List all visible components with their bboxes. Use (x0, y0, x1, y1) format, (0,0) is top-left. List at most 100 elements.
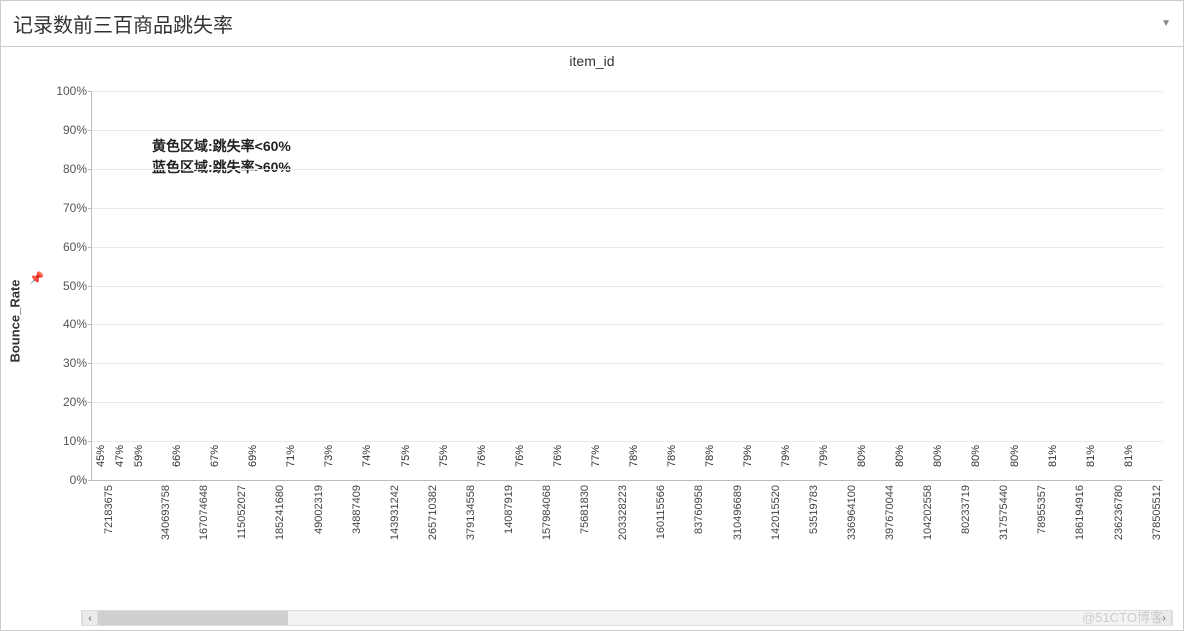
bar-value-label: 80% (894, 445, 906, 467)
bar-value-label: 67% (209, 445, 221, 467)
xtick: 265710382 (419, 481, 435, 571)
xtick (400, 481, 416, 571)
xtick (209, 481, 225, 571)
xtick: 142015520 (762, 481, 778, 571)
bar-value-label: 77% (590, 445, 602, 467)
xtick (133, 481, 149, 571)
plot-area: 45%47%59%66%67%69%71%73%74%75%75%76%76%7… (91, 91, 1163, 481)
grid-line (92, 363, 1163, 364)
xtick: 75681830 (571, 481, 587, 571)
grid-line (92, 169, 1163, 170)
scroll-track[interactable] (98, 611, 1156, 625)
xtick (1124, 481, 1140, 571)
xtick (362, 481, 378, 571)
xtick (1009, 481, 1025, 571)
xtick (781, 481, 797, 571)
ytick-mark (88, 324, 92, 325)
ytick-label: 70% (47, 201, 87, 215)
ytick-mark (88, 91, 92, 92)
x-axis-title: item_id (1, 47, 1183, 71)
bar-value-label: 74% (361, 445, 373, 467)
bar-value-label: 80% (1009, 445, 1021, 467)
bar-value-label: 59% (133, 445, 145, 467)
ytick-mark (88, 247, 92, 248)
xtick: 157984068 (533, 481, 549, 571)
xtick: 160115566 (647, 481, 663, 571)
xtick: 203328223 (609, 481, 625, 571)
xtick-label: 378505512 (1151, 485, 1163, 540)
bar-value-label: 78% (666, 445, 678, 467)
grid-line (92, 130, 1163, 131)
xtick: 186194916 (1066, 481, 1082, 571)
bar-value-label: 80% (856, 445, 868, 467)
xtick (285, 481, 301, 571)
bar-value-label: 47% (114, 445, 126, 467)
xtick: 336964100 (838, 481, 854, 571)
bar-value-label: 69% (247, 445, 259, 467)
xtick: 167074648 (190, 481, 206, 571)
xtick: 34887409 (343, 481, 359, 571)
ytick-label: 40% (47, 317, 87, 331)
horizontal-scrollbar[interactable]: ‹ › (81, 610, 1173, 626)
annotation-line-1: 黄色区域:跳失率<60% (152, 136, 291, 157)
x-axis: 7218367534069375816707464811505202718524… (91, 481, 1163, 571)
xtick: 83760958 (685, 481, 701, 571)
grid-line (92, 441, 1163, 442)
ytick-label: 30% (47, 356, 87, 370)
xtick: 49002319 (305, 481, 321, 571)
xtick (857, 481, 873, 571)
xtick: 185241680 (266, 481, 282, 571)
xtick: 143931242 (381, 481, 397, 571)
xtick (666, 481, 682, 571)
xtick (743, 481, 759, 571)
ytick-mark (88, 208, 92, 209)
xtick: 378505512 (1143, 481, 1159, 571)
xtick: 115052027 (228, 481, 244, 571)
xtick (819, 481, 835, 571)
xtick: 104202558 (914, 481, 930, 571)
xtick: 317575440 (990, 481, 1006, 571)
xtick (1085, 481, 1101, 571)
xtick (514, 481, 530, 571)
ytick-mark (88, 130, 92, 131)
ytick-mark (88, 363, 92, 364)
scroll-left-button[interactable]: ‹ (82, 611, 98, 625)
bar-value-label: 66% (171, 445, 183, 467)
xtick: 310496689 (724, 481, 740, 571)
annotation-line-2: 蓝色区域:跳失率>60% (152, 157, 291, 178)
xtick (590, 481, 606, 571)
bar-value-label: 75% (438, 445, 450, 467)
legend-annotation: 黄色区域:跳失率<60% 蓝色区域:跳失率>60% (152, 136, 291, 178)
bar-value-label: 45% (95, 445, 107, 467)
xtick: 397670044 (876, 481, 892, 571)
xtick (324, 481, 340, 571)
page-title: 记录数前三百商品跳失率 (13, 9, 233, 38)
ytick-label: 80% (47, 162, 87, 176)
xtick (114, 481, 130, 571)
xtick: 340693758 (152, 481, 168, 571)
bar-value-label: 73% (323, 445, 335, 467)
bar-value-label: 78% (628, 445, 640, 467)
dropdown-caret-icon[interactable]: ▼ (1161, 18, 1171, 29)
plot-wrap: Bounce_Rate 📌 45% 47% 59% 66% 67% 69% 71% 73% 74… (11, 71, 1173, 571)
bar-value-label: 80% (970, 445, 982, 467)
grid-line (92, 247, 1163, 248)
ytick-mark (88, 441, 92, 442)
title-bar[interactable]: 记录数前三百商品跳失率 ▼ (1, 1, 1183, 47)
grid-line (92, 324, 1163, 325)
y-axis-title: Bounce_Rate (8, 279, 23, 362)
bar-value-label: 76% (476, 445, 488, 467)
xtick (628, 481, 644, 571)
scroll-thumb[interactable] (98, 611, 288, 625)
bar-value-label: 78% (704, 445, 716, 467)
xtick (171, 481, 187, 571)
bar-value-label: 80% (932, 445, 944, 467)
ytick-mark (88, 286, 92, 287)
bar-value-label: 71% (285, 445, 297, 467)
grid-line (92, 91, 1163, 92)
watermark: @51CTO博客 (1082, 607, 1163, 626)
xtick: 53519783 (800, 481, 816, 571)
bar-value-label: 76% (514, 445, 526, 467)
bar-value-label: 81% (1123, 445, 1135, 467)
pin-icon[interactable]: 📌 (29, 271, 44, 285)
